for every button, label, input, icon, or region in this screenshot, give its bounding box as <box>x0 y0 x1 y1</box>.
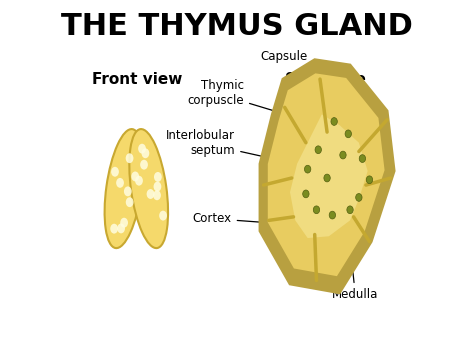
Text: Structure: Structure <box>285 72 366 87</box>
Ellipse shape <box>154 182 161 192</box>
Ellipse shape <box>126 197 134 207</box>
Text: Thymic
corpuscle: Thymic corpuscle <box>187 79 289 115</box>
Ellipse shape <box>111 167 119 177</box>
Ellipse shape <box>110 224 118 234</box>
Ellipse shape <box>356 194 362 201</box>
Ellipse shape <box>126 153 134 163</box>
Ellipse shape <box>142 148 149 158</box>
Ellipse shape <box>359 155 365 162</box>
Text: THE THYMUS GLAND: THE THYMUS GLAND <box>61 12 413 41</box>
Polygon shape <box>260 60 394 293</box>
Text: Cortex: Cortex <box>192 212 273 225</box>
Ellipse shape <box>347 206 353 214</box>
Text: Front view: Front view <box>92 72 182 87</box>
Ellipse shape <box>303 190 309 198</box>
Ellipse shape <box>324 174 330 182</box>
Ellipse shape <box>131 172 139 181</box>
Ellipse shape <box>120 218 128 227</box>
Ellipse shape <box>331 117 337 125</box>
Ellipse shape <box>146 189 155 199</box>
Ellipse shape <box>366 176 373 184</box>
Ellipse shape <box>129 129 168 248</box>
Ellipse shape <box>140 160 148 169</box>
Ellipse shape <box>345 130 351 138</box>
Polygon shape <box>290 114 368 238</box>
Ellipse shape <box>124 187 132 196</box>
Ellipse shape <box>135 176 143 185</box>
Ellipse shape <box>116 178 124 188</box>
Ellipse shape <box>159 211 167 221</box>
Ellipse shape <box>117 224 125 233</box>
Ellipse shape <box>315 146 321 154</box>
Text: Medulla: Medulla <box>332 248 379 301</box>
Ellipse shape <box>313 206 319 214</box>
Text: Interlobular
septum: Interlobular septum <box>166 129 270 158</box>
Ellipse shape <box>154 172 162 182</box>
Ellipse shape <box>105 129 143 248</box>
Ellipse shape <box>138 144 146 154</box>
Text: Capsule: Capsule <box>260 49 337 69</box>
Polygon shape <box>268 73 384 276</box>
Ellipse shape <box>153 190 161 200</box>
Ellipse shape <box>304 165 311 173</box>
Ellipse shape <box>329 211 336 219</box>
Ellipse shape <box>340 151 346 159</box>
